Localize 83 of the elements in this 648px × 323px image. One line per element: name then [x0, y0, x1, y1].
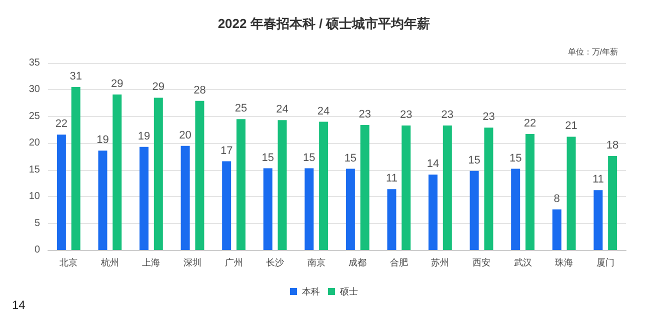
x-tick-label: 珠海: [555, 258, 574, 268]
y-tick-label: 20: [28, 138, 40, 149]
x-tick-label: 北京: [60, 258, 78, 268]
data-label: 20: [179, 129, 192, 142]
data-label: 18: [606, 139, 619, 152]
bar: [387, 189, 396, 250]
data-label: 25: [234, 102, 248, 115]
data-label: 15: [303, 152, 316, 164]
x-tick-label: 厦门: [596, 258, 614, 268]
data-label: 19: [138, 130, 150, 142]
y-tick-label: 5: [34, 218, 40, 229]
data-label: 11: [592, 174, 604, 186]
bar: [112, 94, 122, 250]
x-tick-label: 苏州: [431, 258, 450, 268]
bar: [552, 209, 562, 250]
y-tick-label: 30: [28, 84, 40, 96]
data-label: 15: [468, 154, 480, 166]
y-tick-label: 35: [28, 58, 40, 68]
x-tick-label: 杭州: [100, 258, 119, 268]
text: 单位：万/年薪: [568, 48, 618, 56]
bar: [154, 98, 163, 250]
bar: [222, 161, 232, 250]
text: 14: [12, 298, 26, 312]
bar: [442, 126, 452, 250]
bar: [594, 190, 603, 250]
x-tick-label: 广州: [224, 258, 243, 268]
chart-title: 2022 年春招本科 / 硕士城市平均年薪: [218, 16, 430, 31]
data-label: 19: [96, 134, 109, 146]
bar: [360, 124, 370, 250]
x-tick-label: 上海: [142, 258, 160, 268]
bar: [566, 136, 576, 250]
data-label: 29: [152, 81, 165, 94]
data-label: 22: [55, 118, 68, 130]
x-tick-label: 西安: [472, 258, 490, 268]
x-tick-label: 武汉: [514, 258, 532, 268]
data-label: 23: [482, 111, 495, 124]
data-label: 15: [344, 152, 357, 164]
data-label: 14: [426, 158, 440, 170]
bar: [470, 170, 479, 250]
data-label: 28: [194, 84, 206, 96]
y-tick-label: 25: [28, 110, 40, 122]
data-label: 8: [554, 192, 560, 205]
bar: [263, 168, 272, 250]
bar: [278, 120, 287, 250]
bar: [428, 174, 438, 250]
data-label: 23: [358, 108, 371, 120]
data-label: 23: [400, 109, 412, 122]
data-label: 23: [441, 109, 454, 122]
data-label: 29: [111, 78, 124, 90]
y-tick-label: 10: [28, 191, 40, 202]
data-label: 24: [276, 104, 288, 116]
bar: [98, 150, 108, 250]
bar: [71, 87, 80, 250]
bar: [195, 100, 204, 250]
bar: [180, 146, 190, 250]
bar: [319, 122, 328, 250]
data-label: 11: [386, 172, 398, 185]
bar: [346, 168, 355, 250]
data-label: 31: [70, 70, 82, 83]
bar: [304, 168, 314, 250]
y-tick-label: 0: [34, 244, 40, 256]
x-tick-label: 合肥: [390, 258, 408, 268]
legend-label: 本科: [302, 286, 320, 296]
bar: [236, 119, 246, 250]
bar: [484, 128, 494, 250]
bar: [140, 146, 149, 250]
bar: [56, 134, 66, 250]
x-tick-label: 成都: [348, 258, 367, 268]
legend-label: 硕士: [339, 286, 358, 296]
data-label: 17: [220, 144, 233, 157]
x-tick-label: 长沙: [266, 258, 284, 268]
data-label: 22: [524, 118, 536, 130]
data-label: 21: [565, 120, 578, 132]
data-label: 15: [262, 152, 274, 164]
bar: [525, 134, 534, 250]
bar: [402, 126, 411, 250]
x-tick-label: 深圳: [184, 258, 202, 268]
y-tick-label: 15: [28, 164, 40, 176]
bar: [608, 156, 618, 250]
bar: [511, 168, 520, 250]
data-label: 15: [509, 152, 522, 164]
x-tick-label: 南京: [307, 258, 326, 268]
data-label: 24: [317, 105, 330, 118]
